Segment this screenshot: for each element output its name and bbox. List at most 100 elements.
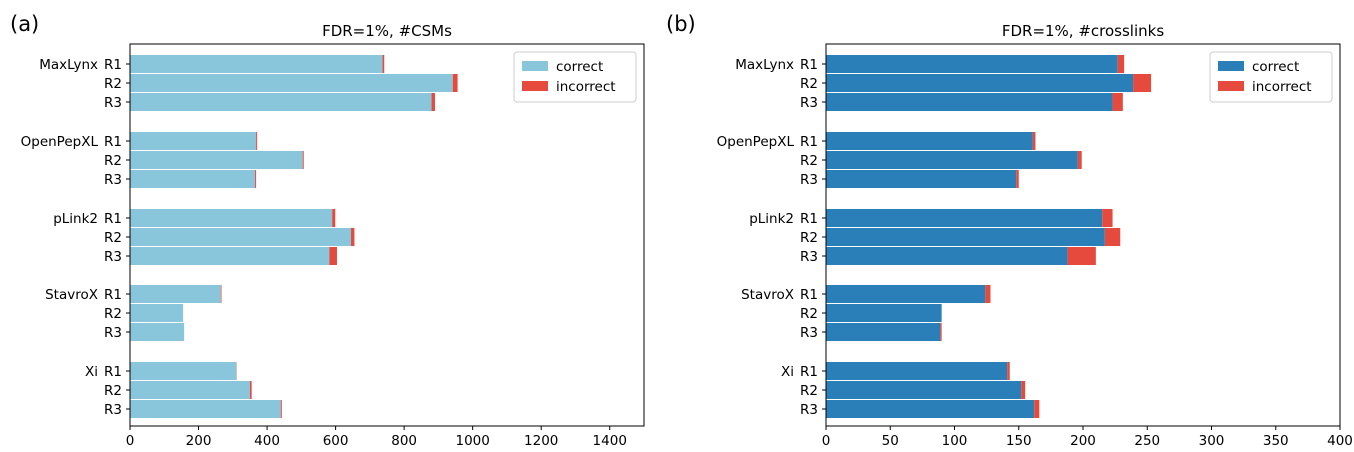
panel-a-group-label-openpepxl: OpenPepXL [21, 134, 99, 150]
panel-a-rep-label: R2 [104, 230, 122, 246]
panel-b-legend-swatch-incorrect [1218, 81, 1244, 91]
panel-b-bar-xi-r1-correct [826, 362, 1008, 380]
panel-b-x-tick-label: 200 [1070, 433, 1096, 449]
panel-b-group-label-openpepxl: OpenPepXL [717, 134, 795, 150]
panel-a-chart-title: FDR=1%, #CSMs [322, 22, 452, 40]
panel-a-group-label-xi: Xi [85, 364, 98, 380]
panel-b-bar-xi-r2-correct [826, 381, 1022, 399]
panel-b-rep-label: R2 [800, 153, 818, 169]
panel-a-bar-xi-r3-incorrect [280, 400, 282, 418]
panel-a-x-tick-label: 1200 [524, 433, 558, 449]
panel-a-legend-swatch-correct [522, 61, 548, 71]
panel-b-x-tick-label: 250 [1134, 433, 1160, 449]
panel-a-x-tick-label: 600 [323, 433, 349, 449]
panel-b-rep-label: R1 [800, 364, 818, 380]
panel-a-rep-label: R1 [104, 211, 122, 227]
panel-b-rep-label: R1 [800, 287, 818, 303]
panel-a-bar-openpepxl-r2-incorrect [302, 151, 304, 169]
panel-b-bar-plink2-r3-incorrect [1067, 247, 1096, 265]
panel-b-rep-label: R3 [800, 95, 818, 111]
panel-a-x-tick-label: 0 [126, 433, 135, 449]
panel-a-bar-maxlynx-r1-incorrect [382, 55, 385, 73]
panel-b-bar-plink2-r2-correct [826, 228, 1105, 246]
panel-b-bar-openpepxl-r1-incorrect [1032, 132, 1036, 150]
panel-b-bar-maxlynx-r1-incorrect [1117, 55, 1125, 73]
panel-a-bar-openpepxl-r3-correct [130, 170, 256, 188]
panel-b-bar-openpepxl-r2-incorrect [1077, 151, 1082, 169]
panel-a-bar-plink2-r1-correct [130, 209, 333, 227]
panel-b-rep-label: R1 [800, 211, 818, 227]
panel-b-rep-label: R3 [800, 249, 818, 265]
panel-a-bar-xi-r1-correct [130, 362, 237, 380]
panel-a-rep-label: R2 [104, 76, 122, 92]
panel-b-rep-label: R2 [800, 306, 818, 322]
panel-a-rep-label: R3 [104, 325, 122, 341]
panel-a-legend-label-correct: correct [556, 59, 603, 75]
panel-b-group-label-stavrox: StavroX [741, 287, 794, 303]
panel-b-bar-stavrox-r1-incorrect [985, 285, 991, 303]
panel-a-rep-label: R1 [104, 287, 122, 303]
panel-b-bar-maxlynx-r3-incorrect [1112, 93, 1123, 111]
panel-a-bar-plink2-r3-incorrect [329, 247, 337, 265]
panel-a-rep-label: R3 [104, 95, 122, 111]
panel-a-rep-label: R2 [104, 153, 122, 169]
panel-a-bar-maxlynx-r2-incorrect [452, 74, 458, 92]
panel-b-bar-openpepxl-r3-incorrect [1016, 170, 1019, 188]
panel-b-rep-label: R3 [800, 402, 818, 418]
panel-b-x-tick-label: 150 [1006, 433, 1032, 449]
panel-b-rep-label: R2 [800, 230, 818, 246]
panel-b-bar-openpepxl-r3-correct [826, 170, 1017, 188]
panel-a-bar-maxlynx-r3-incorrect [431, 93, 435, 111]
panel-a-bar-xi-r2-incorrect [249, 381, 252, 399]
panel-b-group-label-maxlynx: MaxLynx [735, 57, 794, 73]
panel-a-bar-maxlynx-r3-correct [130, 93, 432, 111]
panel-a-rep-label: R3 [104, 402, 122, 418]
panel-a-bar-plink2-r2-correct [130, 228, 352, 246]
panel-b-bar-stavrox-r2-correct [826, 304, 942, 322]
panel-b-legend-swatch-correct [1218, 61, 1244, 71]
panel-a-bar-xi-r3-correct [130, 400, 281, 418]
panel-b-bar-xi-r1-incorrect [1007, 362, 1010, 380]
panel-b-x-tick-label: 400 [1327, 433, 1353, 449]
panel-b-rep-label: R3 [800, 325, 818, 341]
panel-a-group-label-maxlynx: MaxLynx [39, 57, 98, 73]
panel-a-bar-plink2-r2-incorrect [351, 228, 355, 246]
panel-b-bar-plink2-r2-incorrect [1104, 228, 1121, 246]
panel-a-bar-openpepxl-r2-correct [130, 151, 303, 169]
panel-a-bar-plink2-r3-correct [130, 247, 330, 265]
panel-b-bar-plink2-r3-correct [826, 247, 1068, 265]
panel-b-bar-stavrox-r3-incorrect [940, 323, 942, 341]
panel-b-x-tick-label: 300 [1199, 433, 1225, 449]
panel-a-bar-xi-r2-correct [130, 381, 250, 399]
panel-b-x-tick-label: 50 [882, 433, 899, 449]
panel-b-bar-maxlynx-r3-correct [826, 93, 1113, 111]
panel-b-rep-label: R2 [800, 383, 818, 399]
panel-a-axes-frame [129, 43, 645, 427]
panel-a-group-label-stavrox: StavroX [45, 287, 98, 303]
panel-a-rep-label: R1 [104, 57, 122, 73]
panel-b-bar-xi-r2-incorrect [1021, 381, 1026, 399]
panel-b-chart-title: FDR=1%, #crosslinks [1002, 22, 1164, 40]
panel-a-x-tick-label: 1400 [593, 433, 627, 449]
panel-a-rep-label: R3 [104, 172, 122, 188]
panel-b-group-label-plink2: pLink2 [749, 211, 794, 227]
panel-b-bar-maxlynx-r2-incorrect [1133, 74, 1152, 92]
panel-b-bar-maxlynx-r2-correct [826, 74, 1134, 92]
panel-b-bar-plink2-r1-correct [826, 209, 1103, 227]
panel-b-rep-label: R1 [800, 57, 818, 73]
panel-a-bar-maxlynx-r1-correct [130, 55, 383, 73]
panel-b-legend-label-incorrect: incorrect [1252, 79, 1312, 95]
panel-a-group-label-plink2: pLink2 [53, 211, 98, 227]
panel-b-bar-maxlynx-r1-correct [826, 55, 1118, 73]
panel-a-bar-stavrox-r1-correct [130, 285, 221, 303]
panel-a-rep-label: R2 [104, 383, 122, 399]
panel-a-rep-label: R1 [104, 364, 122, 380]
panel-a-bar-openpepxl-r1-correct [130, 132, 257, 150]
panel-b-bar-openpepxl-r2-correct [826, 151, 1078, 169]
panel-b-x-tick-label: 100 [942, 433, 968, 449]
panel-a-x-tick-label: 1000 [455, 433, 489, 449]
panel-a-x-tick-label: 400 [254, 433, 280, 449]
panel-a-bar-plink2-r1-incorrect [332, 209, 336, 227]
panel-b-group-label-xi: Xi [781, 364, 794, 380]
